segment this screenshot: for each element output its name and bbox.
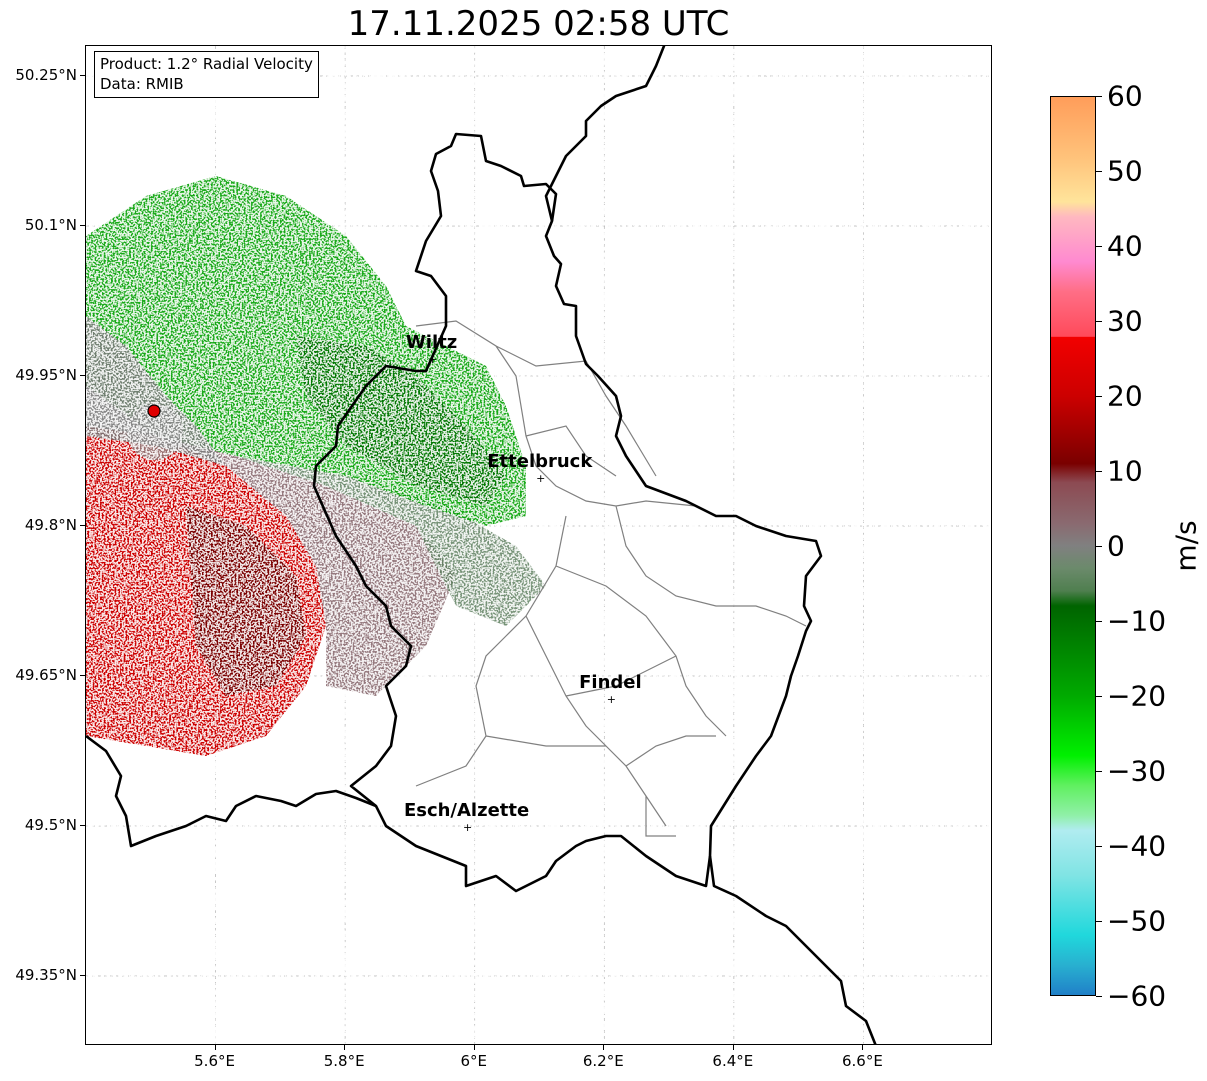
colorbar-tick-mark [1096,546,1102,547]
colorbar-tick-label: −20 [1107,679,1167,713]
x-tick-mark [344,1045,346,1050]
y-tick-label: 49.65°N [15,666,77,684]
product-label: Product: 1.2° Radial Velocity [100,55,313,73]
city-label: Esch/Alzette [403,800,530,821]
x-tick-mark [214,1045,216,1050]
city-marker: + [536,472,545,485]
colorbar-tick-mark [1096,471,1102,472]
germany-border-south [708,855,877,1044]
x-tick-label: 6.2°E [582,1052,624,1070]
colorbar-tick-mark [1096,696,1102,697]
colorbar [1050,96,1096,996]
y-tick-label: 49.5°N [24,816,77,834]
x-tick-label: 6.6°E [842,1052,883,1070]
colorbar-tick-label: −10 [1107,604,1167,638]
x-tick-mark [862,1045,864,1050]
x-tick-label: 5.8°E [323,1052,365,1070]
colorbar-tick-mark [1096,771,1102,772]
x-tick-mark [473,1045,475,1050]
colorbar-tick-mark [1096,396,1102,397]
colorbar-tick-mark [1096,621,1102,622]
colorbar-tick-label: −60 [1107,979,1167,1013]
x-tick-mark [732,1045,734,1050]
colorbar-tick-label: −50 [1107,904,1167,938]
radar-map[interactable]: + + + + [85,45,992,1045]
y-tick-mark [80,675,85,676]
figure-title: 17.11.2025 02:58 UTC [347,4,730,44]
colorbar-tick-label: 30 [1107,304,1143,338]
colorbar-tick-label: −40 [1107,829,1167,863]
y-tick-label: 49.95°N [15,366,77,384]
radar-site-marker[interactable] [147,404,161,418]
y-tick-mark [80,975,85,976]
y-tick-label: 50.25°N [15,66,77,84]
x-tick-label: 6.4°E [712,1052,754,1070]
y-tick-mark [80,375,85,376]
colorbar-tick-mark [1096,996,1102,997]
city-label: Ettelbruck [487,451,593,472]
city-marker: + [428,353,437,366]
echo-speckle-mask [86,46,991,1044]
map-canvas: + + + + [86,46,991,1044]
city-marker: + [463,821,472,834]
germany-border [544,46,666,222]
colorbar-tick-label: 50 [1107,154,1143,188]
borders [86,46,877,1044]
info-box: Product: 1.2° Radial Velocity Data: RMIB [94,51,319,98]
colorbar-tick-label: 10 [1107,454,1143,488]
colorbar-tick-mark [1096,321,1102,322]
colorbar-tick-label: 40 [1107,229,1143,263]
colorbar-tick-label: −30 [1107,754,1167,788]
colorbar-tick-label: 60 [1107,79,1143,113]
y-tick-label: 49.35°N [15,966,77,984]
city-label: Findel [579,672,642,693]
y-tick-mark [80,825,85,826]
data-source-label: Data: RMIB [100,75,184,93]
colorbar-tick-mark [1096,96,1102,97]
colorbar-tick-mark [1096,921,1102,922]
y-tick-mark [80,525,85,526]
colorbar-tick-label: 20 [1107,379,1143,413]
colorbar-tick-mark [1096,246,1102,247]
france-belgium-border [86,734,377,848]
colorbar-tick-mark [1096,171,1102,172]
city-marker: + [607,693,616,706]
city-label: Wiltz [405,332,458,353]
x-tick-label: 6°E [460,1052,487,1070]
x-tick-mark [603,1045,605,1050]
y-tick-mark [80,225,85,226]
y-tick-mark [80,75,85,76]
y-tick-label: 49.8°N [24,516,77,534]
luxembourg-border [312,132,823,893]
colorbar-tick-label: 0 [1107,529,1125,563]
x-tick-label: 5.6°E [194,1052,235,1070]
y-tick-label: 50.1°N [24,216,77,234]
canton-borders [415,320,807,837]
colorbar-tick-mark [1096,846,1102,847]
colorbar-unit-label: m/s [1169,520,1203,572]
